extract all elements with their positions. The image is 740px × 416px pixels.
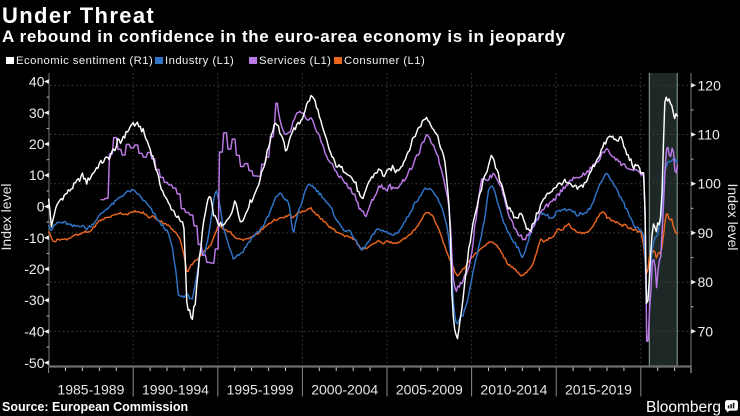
svg-text:1990-1994: 1990-1994 xyxy=(142,382,209,398)
svg-text:1995-1999: 1995-1999 xyxy=(227,382,294,398)
svg-text:-40: -40 xyxy=(24,324,44,340)
svg-text:110: 110 xyxy=(698,127,721,143)
svg-text:70: 70 xyxy=(698,323,714,339)
svg-text:-50: -50 xyxy=(24,355,44,371)
svg-text:-30: -30 xyxy=(24,292,44,308)
svg-text:30: 30 xyxy=(29,105,45,121)
svg-text:0: 0 xyxy=(37,199,45,215)
svg-text:120: 120 xyxy=(698,77,722,93)
svg-text:Index level: Index level xyxy=(725,184,740,251)
svg-text:1985-1989: 1985-1989 xyxy=(57,382,124,398)
svg-text:90: 90 xyxy=(698,225,714,241)
svg-text:-20: -20 xyxy=(24,261,44,277)
svg-text:2005-2009: 2005-2009 xyxy=(396,382,463,398)
svg-text:20: 20 xyxy=(29,136,45,152)
svg-text:40: 40 xyxy=(29,74,45,90)
svg-text:100: 100 xyxy=(698,176,722,192)
svg-text:10: 10 xyxy=(29,167,45,183)
svg-text:2015-2019: 2015-2019 xyxy=(565,382,632,398)
svg-text:-10: -10 xyxy=(24,230,44,246)
svg-text:2010-2014: 2010-2014 xyxy=(480,382,547,398)
svg-text:Index level: Index level xyxy=(0,184,14,251)
svg-text:2000-2004: 2000-2004 xyxy=(311,382,378,398)
svg-text:80: 80 xyxy=(698,274,714,290)
